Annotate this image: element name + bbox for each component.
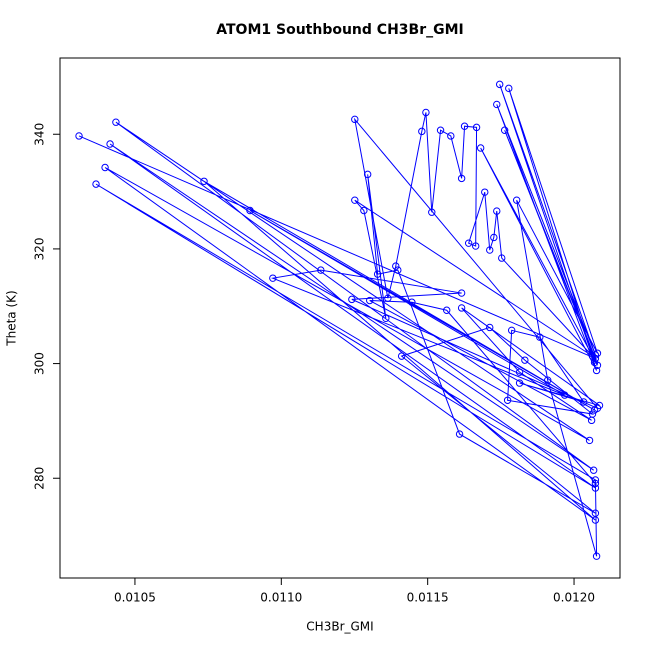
data-point [591,476,600,484]
data-point [580,398,588,406]
data-point [460,122,469,130]
y-axis-label: Theta (K) [5,290,19,346]
data-point [476,144,485,152]
data-point [394,266,402,274]
data-point [317,266,325,274]
data-point [588,352,597,360]
data-point [464,239,473,247]
data-point [408,298,416,306]
data-point [351,115,359,124]
data-point [382,314,390,322]
data-point [428,208,436,216]
data-point [472,123,481,132]
data-point [457,174,466,183]
data-point [592,552,601,560]
data-point [486,246,494,254]
data-point [595,401,604,410]
data-point [585,436,594,445]
data-point [589,466,598,474]
data-point [493,207,501,215]
data-point [422,108,430,117]
data-point [101,163,109,172]
data-point [590,358,599,367]
data-point [591,509,600,517]
data-point [363,170,372,179]
data-point [112,118,120,126]
data-point [591,484,600,492]
data-point [505,84,513,93]
data-point [471,242,480,250]
x-tick-label: 0.0110 [260,591,302,605]
data-point [507,326,516,335]
data-point [457,289,466,297]
data-point [481,188,489,196]
data-point [591,479,600,488]
data-point [503,396,512,404]
data-point [455,430,464,438]
y-tick-label: 320 [33,237,47,260]
data-point [500,126,509,134]
data-point [106,140,114,148]
data-point [75,132,83,140]
data-point [592,366,601,375]
data-point [457,304,466,312]
chart-title: ATOM1 Southbound CH3Br_GMI [216,22,463,38]
data-point [536,333,544,341]
data-point [392,262,400,270]
data-point [512,196,521,204]
data-point [443,306,451,314]
data-point [515,368,524,376]
x-tick-label: 0.0120 [553,591,595,605]
data-point [486,323,494,332]
data-point [397,352,406,360]
plot-frame [59,57,621,579]
data-point [490,233,498,242]
data-point [543,376,552,384]
data-point [418,127,426,136]
data-point [92,180,100,188]
x-axis-label: CH3Br_GMI [306,620,373,634]
data-point [351,196,359,204]
data-point [521,356,529,364]
data-point [269,274,277,282]
data-point [384,294,392,302]
y-tick-label: 300 [33,352,47,375]
data-point [495,80,504,89]
data-point [366,296,374,305]
data-point [493,100,501,109]
x-tick-label: 0.0105 [114,591,156,605]
y-tick-label: 340 [33,123,47,146]
data-point [360,206,368,215]
data-line [78,84,600,557]
data-point [436,126,445,134]
data-point [200,177,208,185]
data-point [348,295,356,304]
data-point [373,270,382,278]
y-tick-label: 280 [33,467,47,490]
data-point [515,379,524,387]
data-point [498,254,506,262]
data-point [447,132,455,140]
data-point [587,416,596,425]
x-tick-label: 0.0115 [407,591,449,605]
data-point [560,391,569,399]
data-point [246,206,254,215]
